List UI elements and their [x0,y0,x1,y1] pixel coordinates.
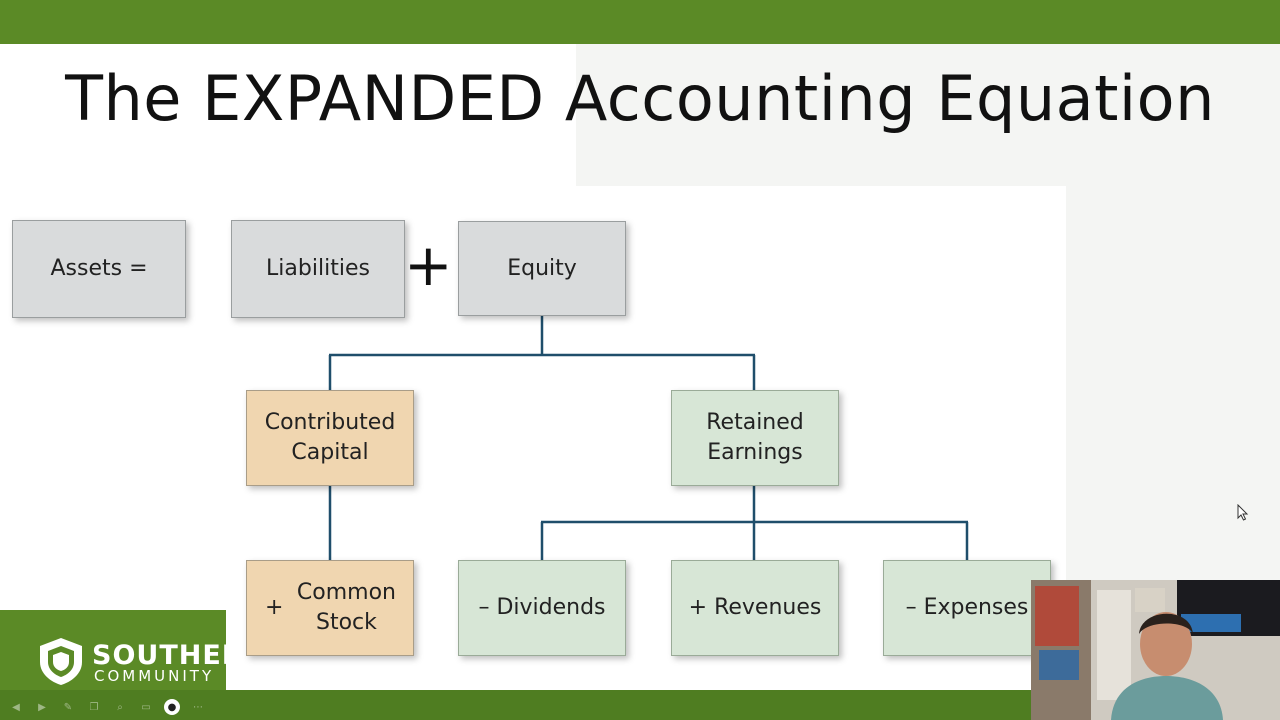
shield-icon [40,638,82,685]
revenues-label: + Revenues [688,595,822,621]
contributed-capital-label: Contributed Capital [264,410,396,465]
next-icon[interactable]: ▶ [38,701,46,713]
presenter-video-icon [1031,580,1280,720]
retained-earnings-label: Retained Earnings [706,410,804,465]
common-stock-label: Common Stock [296,580,396,635]
pen-icon[interactable]: ✎ [63,701,73,713]
zoom-icon[interactable]: ⌕ [117,701,123,713]
retained-earnings-box: Retained Earnings [671,390,839,486]
subtitle-icon[interactable]: ▭ [141,701,151,713]
copy-icon[interactable]: ❐ [89,701,99,713]
top-accent-bar [0,0,1280,44]
common-stock-sign: + [265,595,284,621]
assets-box: Assets = [12,220,186,318]
logo-line-1: SOUTHERN [92,640,226,671]
equity-label: Equity [507,255,577,281]
dividends-box: – Dividends [458,560,626,656]
expenses-box: – Expenses [883,560,1051,656]
revenues-box: + Revenues [671,560,839,656]
expenses-label: – Expenses [905,595,1029,621]
contributed-capital-box: Contributed Capital [246,390,414,486]
college-logo: SOUTHERN COMMUNITY [0,610,226,690]
prev-icon[interactable]: ◀ [12,701,20,713]
slide-title: The EXPANDED Accounting Equation [65,62,1215,135]
logo-line-2: COMMUNITY [94,667,215,685]
common-stock-box: + Common Stock [246,560,414,656]
mouse-cursor-icon [1237,504,1249,521]
equity-box: Equity [458,221,626,316]
liabilities-label: Liabilities [266,256,370,282]
dividends-label: – Dividends [478,595,606,621]
assets-label: Assets = [50,256,148,282]
plus-sign: + [404,231,453,299]
webcam-video[interactable] [1031,580,1280,720]
more-icon[interactable]: ⋯ [193,701,203,713]
camera-icon[interactable]: ● [164,699,180,715]
presentation-toolbar: ◀ ▶ ✎ ❐ ⌕ ▭ ● ⋯ [0,698,206,716]
liabilities-box: Liabilities [231,220,405,318]
